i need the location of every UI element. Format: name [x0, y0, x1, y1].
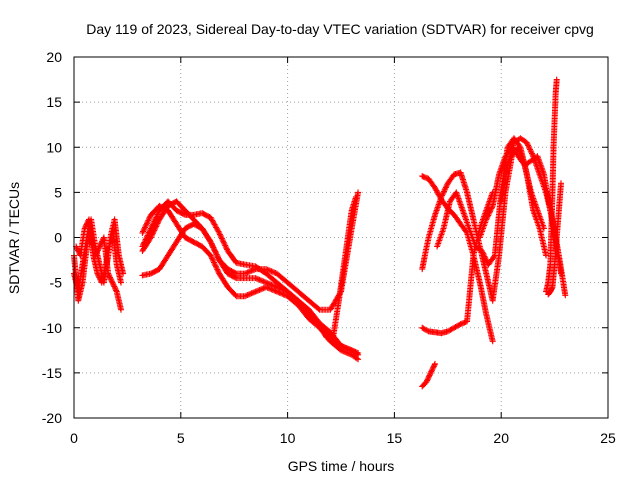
series-markers — [543, 76, 560, 295]
series-late-i — [545, 180, 564, 298]
y-tick-label: 20 — [46, 49, 62, 65]
y-axis-title: SDTVAR / TECUs — [6, 182, 22, 294]
series-markers — [139, 202, 362, 358]
x-axis-title: GPS time / hours — [288, 458, 395, 474]
y-tick-label: 10 — [46, 139, 62, 155]
y-tick-label: -5 — [50, 275, 63, 291]
series-mid-c — [139, 202, 362, 358]
chart-title: Day 119 of 2023, Sidereal Day-to-day VTE… — [86, 21, 594, 37]
series-markers — [419, 360, 438, 390]
x-tick-label: 10 — [280, 430, 296, 446]
series-early-c — [73, 216, 127, 286]
y-tick-label: -15 — [42, 365, 62, 381]
series-markers — [73, 216, 127, 286]
x-tick-label: 15 — [387, 430, 403, 446]
x-tick-label: 20 — [493, 430, 509, 446]
data-points — [71, 76, 569, 390]
x-tick-label: 0 — [70, 430, 78, 446]
y-tick-label: 15 — [46, 94, 62, 110]
y-tick-label: 5 — [54, 184, 62, 200]
series-markers — [545, 180, 564, 298]
grid-lines — [74, 57, 608, 418]
series-mid-e — [316, 193, 359, 345]
series-late-h — [543, 76, 560, 295]
y-tick-label: -20 — [42, 410, 62, 426]
plot-frame — [73, 56, 609, 419]
x-tick-label: 5 — [177, 430, 185, 446]
series-late-d — [419, 360, 438, 390]
y-tick-label: -10 — [42, 320, 62, 336]
x-tick-label: 25 — [600, 430, 616, 446]
y-tick-label: 0 — [54, 230, 62, 246]
axis-ticks: 0 5 10 15 20 25 -20 -15 -10 -5 0 5 10 15 20 — [42, 49, 616, 446]
series-markers — [316, 193, 359, 345]
